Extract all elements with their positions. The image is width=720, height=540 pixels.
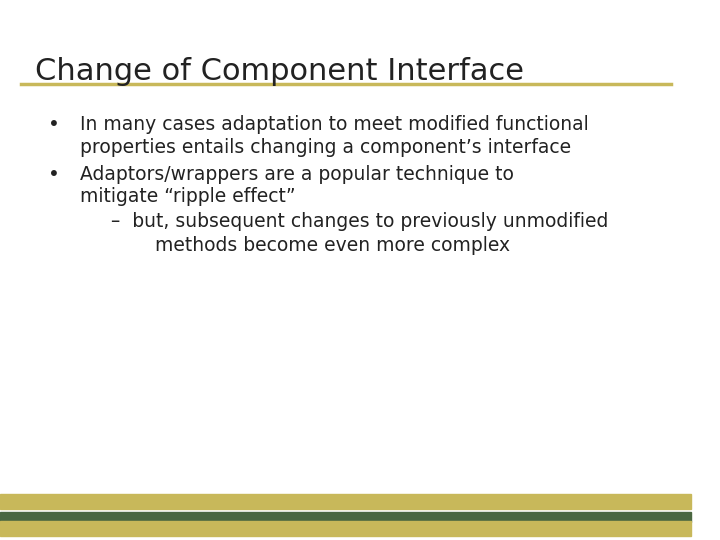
Text: properties entails changing a component’s interface: properties entails changing a component’… — [79, 138, 571, 157]
Text: •: • — [48, 115, 60, 134]
Bar — [0, 521, 691, 536]
Text: –  but, subsequent changes to previously unmodified: – but, subsequent changes to previously … — [111, 212, 608, 231]
Text: methods become even more complex: methods become even more complex — [131, 236, 510, 255]
Bar — [0, 494, 691, 509]
Text: Change of Component Interface: Change of Component Interface — [35, 57, 523, 86]
Text: Adaptors/wrappers are a popular technique to: Adaptors/wrappers are a popular techniqu… — [79, 165, 513, 184]
Bar — [0, 512, 691, 522]
Text: mitigate “ripple effect”: mitigate “ripple effect” — [79, 187, 295, 206]
Text: •: • — [48, 165, 60, 184]
Text: In many cases adaptation to meet modified functional: In many cases adaptation to meet modifie… — [79, 115, 588, 134]
